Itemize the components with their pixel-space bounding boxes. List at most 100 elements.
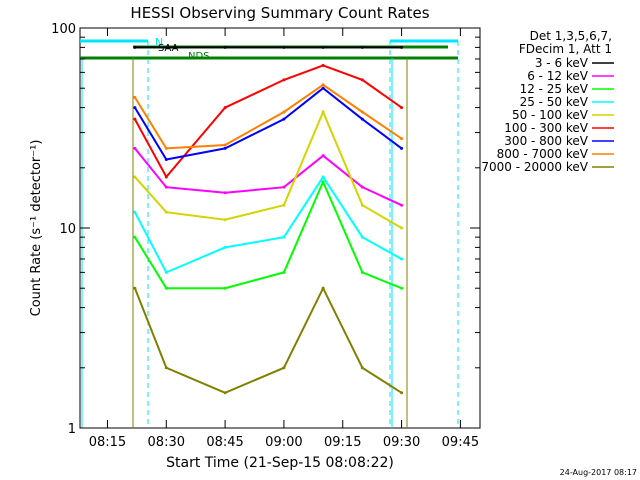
- series-point-6: [164, 158, 168, 162]
- series-line-4: [134, 109, 403, 229]
- series-point-4: [223, 218, 227, 222]
- series-point-0: [360, 45, 364, 49]
- series-point-8: [223, 391, 227, 395]
- series-point-4: [164, 210, 168, 214]
- series-point-1: [164, 185, 168, 189]
- series-point-4: [400, 226, 404, 230]
- series-point-1: [223, 191, 227, 195]
- series-point-6: [282, 117, 286, 121]
- series-point-7: [360, 110, 364, 114]
- y-axis-label: Count Rate (s⁻¹ detector⁻¹): [29, 140, 44, 317]
- legend-header-1: Det 1,3,5,6,7,: [530, 29, 612, 43]
- series-point-5: [223, 106, 227, 110]
- series-point-7: [321, 83, 325, 87]
- series-point-0: [164, 45, 168, 49]
- series-point-7: [282, 110, 286, 114]
- series-point-5: [360, 78, 364, 82]
- series-point-6: [360, 117, 364, 121]
- series-point-1: [400, 203, 404, 207]
- series-point-2: [360, 270, 364, 274]
- legend-label: 12 - 25 keV: [520, 82, 589, 96]
- x-tick-label: 09:45: [442, 435, 479, 450]
- series-point-5: [133, 117, 137, 121]
- series-point-0: [282, 45, 286, 49]
- plot-area: [79, 27, 481, 429]
- series-point-1: [360, 185, 364, 189]
- flag-label-nds: NDS: [188, 51, 210, 62]
- series-point-7: [223, 143, 227, 147]
- series-point-5: [321, 63, 325, 67]
- series-point-4: [282, 203, 286, 207]
- series-point-1: [321, 154, 325, 158]
- series-point-8: [282, 366, 286, 370]
- legend-label: 7000 - 20000 keV: [481, 160, 588, 174]
- footer-timestamp: 24-Aug-2017 08:17: [560, 468, 637, 477]
- series-point-6: [133, 106, 137, 110]
- series-point-4: [321, 110, 325, 114]
- series-point-8: [321, 286, 325, 290]
- series-point-2: [164, 286, 168, 290]
- legend-label: 3 - 6 keV: [535, 56, 589, 70]
- series-point-0: [321, 45, 325, 49]
- y-tick-label: 100: [51, 22, 76, 37]
- series-point-0: [400, 45, 404, 49]
- series-point-5: [164, 175, 168, 179]
- series-point-3: [282, 235, 286, 239]
- series-point-7: [164, 146, 168, 150]
- series-point-6: [223, 146, 227, 150]
- flag-label-saa: SAA: [158, 43, 179, 54]
- x-tick-label: 08:15: [89, 435, 126, 450]
- chart-title: HESSI Observing Summary Count Rates: [130, 4, 429, 22]
- series-point-3: [133, 210, 137, 214]
- series-point-2: [133, 235, 137, 239]
- x-tick-label: 08:45: [206, 435, 243, 450]
- legend-label: 6 - 12 keV: [527, 69, 589, 83]
- series-point-3: [164, 270, 168, 274]
- series-point-7: [400, 137, 404, 141]
- legend-label: 50 - 100 keV: [512, 108, 589, 122]
- x-tick-label: 09:15: [324, 435, 361, 450]
- series-point-4: [133, 175, 137, 179]
- series-point-2: [223, 286, 227, 290]
- flag-label-n: N: [155, 36, 163, 49]
- series-line-7: [134, 83, 403, 150]
- annotations: N SAA NDS: [155, 36, 210, 62]
- series-point-5: [400, 106, 404, 110]
- series-point-8: [164, 366, 168, 370]
- legend-label: 300 - 800 keV: [504, 134, 588, 148]
- series-point-0: [133, 45, 137, 49]
- series-point-6: [400, 146, 404, 150]
- x-tick-label: 08:30: [148, 435, 185, 450]
- series-point-3: [400, 257, 404, 261]
- series-point-2: [400, 286, 404, 290]
- x-tick-label: 09:00: [265, 435, 302, 450]
- series-point-1: [133, 146, 137, 150]
- series-point-4: [360, 203, 364, 207]
- series-line-8: [133, 285, 403, 394]
- legend-label: 100 - 300 keV: [504, 121, 588, 135]
- x-axis-label: Start Time (21-Sep-15 08:08:22): [166, 455, 394, 471]
- series-point-2: [282, 270, 286, 274]
- series-point-5: [282, 78, 286, 82]
- series-point-0: [223, 45, 227, 49]
- y-tick-label: 10: [59, 222, 76, 237]
- series-point-3: [360, 235, 364, 239]
- series-point-7: [133, 95, 137, 99]
- series-point-3: [223, 245, 227, 249]
- series-point-2: [321, 180, 325, 184]
- series-point-6: [321, 86, 325, 90]
- series-layer: [133, 45, 404, 395]
- axis-layer: 08:15 08:30 08:45 09:00 09:15 09:30 09:45 1 10 10…: [51, 22, 480, 450]
- x-tick-label: 09:30: [383, 435, 420, 450]
- legend-label: 800 - 7000 keV: [497, 147, 589, 161]
- series-point-8: [400, 391, 404, 395]
- series-point-3: [321, 175, 325, 179]
- series-point-8: [360, 366, 364, 370]
- series-point-8: [133, 286, 137, 290]
- series-point-1: [282, 185, 286, 189]
- plot-frame: [79, 27, 481, 429]
- series-line-3: [134, 175, 403, 274]
- legend-label: 25 - 50 keV: [520, 95, 589, 109]
- y-tick-label: 1: [68, 422, 76, 437]
